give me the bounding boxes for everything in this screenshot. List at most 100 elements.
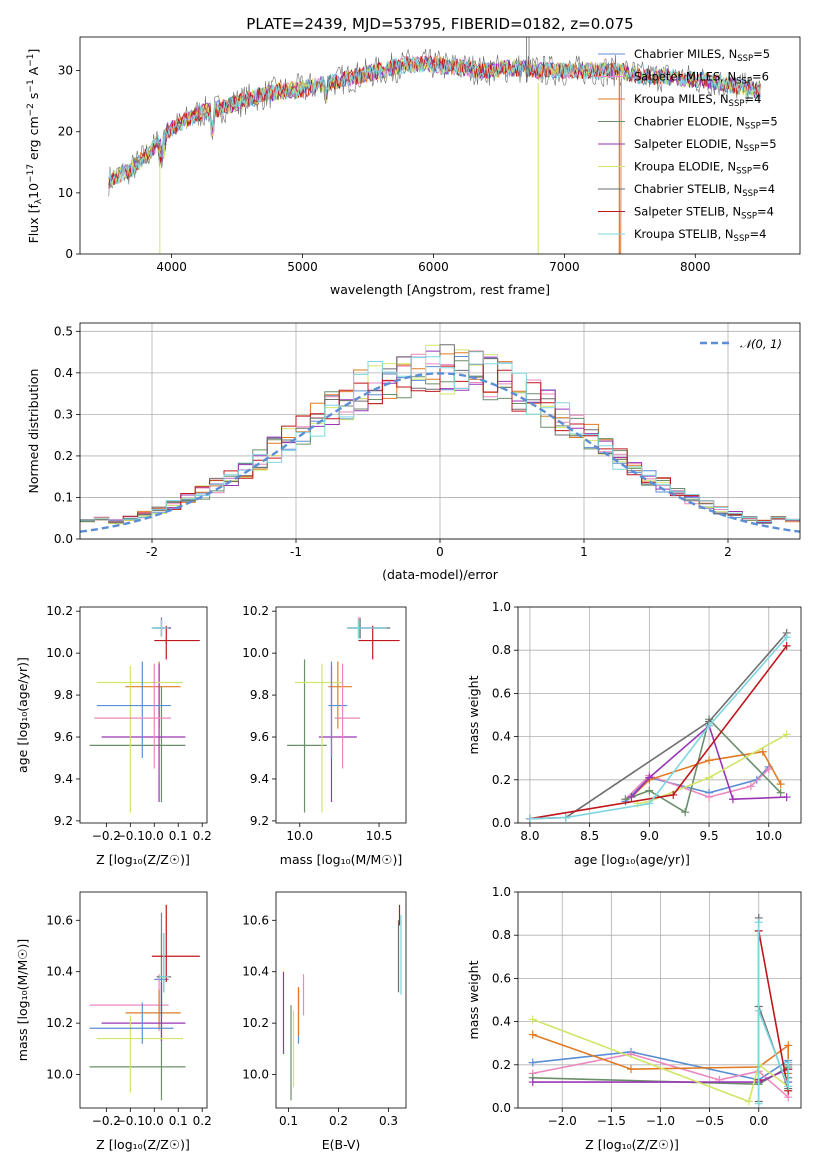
p3-x-tick-label: −0.1 [116,829,145,843]
p5-point-marker [758,747,767,756]
p6-x-tick-label: −0.2 [92,1114,121,1128]
residual-x-tick-label: 0 [436,545,444,559]
residual-panel: -2 -1 0 1 2 0.0 0.1 0.2 0.3 0.4 0.5 (data-model)/e… [26,322,801,582]
residual-histogram-series-8 [80,351,800,522]
spectrum-x-tick-label: 6000 [418,260,449,274]
p3-y-label: age [log₁₀(age/yr)] [15,657,30,773]
residual-y-tick-label: 0.5 [54,324,73,338]
p3-x-tick-label: 0.2 [193,829,212,843]
age-vs-mass-panel: 10.0 10.5 9.2 9.4 9.6 9.8 10.0 10.2 [242,604,407,843]
p8-point-marker [754,1099,763,1108]
residual-x-label: (data-model)/error [382,567,499,582]
p8-point-marker [754,918,763,927]
p6-x-tick-label: 0.1 [169,1114,188,1128]
spectrum-legend-entry: Salpeter ELODIE, NSSP=5 [634,137,777,154]
p5-series-1 [624,768,770,800]
residual-legend: 𝒩(0, 1) [700,337,782,351]
p5-series-5 [637,733,788,805]
residual-y-tick-label: 0.1 [54,490,73,504]
p8-series-7 [757,930,789,1091]
p8-y-label: mass weight [466,960,481,1039]
p5-point-marker [705,721,714,730]
p4-y-tick-label: 9.8 [250,688,269,702]
p5-x-tick-label: 9.0 [640,829,659,843]
residual-x-tick-label: 2 [724,545,732,559]
gaussian-curve [79,372,801,533]
p8-x-label: Z [log₁₀(Z/Z☉)] [585,1137,679,1152]
p5-y-tick-label: 0.4 [492,730,511,744]
p6-x-tick-label: 0.0 [145,1114,164,1128]
spectrum-x-tick-label: 4000 [156,260,187,274]
p5-x-tick-label: 9.5 [700,829,719,843]
p6-frame [79,891,208,1109]
p7-y-tick-label: 10.0 [242,1068,269,1082]
p4-y-tick-label: 9.6 [250,730,269,744]
p7-y-tick-label: 10.2 [242,1016,269,1030]
spectrum-series-1 [108,54,622,255]
spectrum-x-tick-label: 8000 [680,260,711,274]
p3-x-label: Z [log₁₀(Z/Z☉)] [96,852,190,867]
p5-point-marker [621,795,630,804]
spectrum-series-2 [108,55,622,255]
spectrum-x-label: wavelength [Angstrom, rest frame] [330,282,550,297]
p3-x-tick-label: 0.1 [169,829,188,843]
p8-y-tick-label: 1.0 [492,885,511,899]
spectrum-series-7 [108,55,761,186]
p5-y-tick-label: 0.8 [492,643,511,657]
p5-y-tick-label: 0.2 [492,773,511,787]
p5-point-marker [645,786,654,795]
residual-y-tick-label: 0.0 [54,532,73,546]
p5-point-marker [627,793,636,802]
spectrum-y-tick-label: 20 [58,125,73,139]
p5-point-marker [764,765,773,773]
p8-series-0 [532,1050,789,1081]
residual-x-tick-label: 1 [580,545,588,559]
p5-point-marker [669,790,678,799]
spectrum-title: PLATE=2439, MJD=53795, FIBERID=0182, z=0… [246,15,633,33]
p4-y-tick-label: 10.0 [242,646,269,660]
p7-x-tick-label: 0.2 [329,1114,348,1128]
p4-y-tick-label: 10.2 [242,604,269,618]
p5-y-tick-label: 1.0 [492,600,511,614]
spectrum-y-label: Flux [fλ10−17 erg cm−2 s−1 A−1] [26,49,44,244]
p5-point-marker [705,793,714,802]
p5-point-marker [645,773,654,782]
p5-series-0 [624,766,770,802]
p8-point-marker [784,1082,793,1091]
p5-point-marker [705,773,714,782]
p4-x-label: mass [log₁₀(M/M☉)] [280,852,402,867]
spectrum-series-8 [108,56,761,185]
spectrum-frame [79,36,801,255]
p8-point-marker [784,1041,793,1050]
p5-y-tick-label: 0.6 [492,686,511,700]
spectrum-legend: Chabrier MILES, NSSP=5 Salpeter MILES, NS… [598,47,778,244]
p5-point-marker [681,808,690,817]
p5-point-marker [705,756,714,765]
residual-x-tick-label: -2 [146,545,158,559]
p6-y-label: mass [log₁₀(M/M☉)] [15,939,30,1061]
weight-vs-age-panel: 8.0 8.5 9.0 9.5 10.0 0.0 0.2 0.4 0.6 0.8 1.0 [492,600,802,843]
p7-y-tick-label: 10.6 [242,913,269,927]
mass-vs-metallicity-panel: −0.2−0.1 0.0 0.1 0.2 10.0 10.2 10.4 10.6 [46,891,212,1128]
p8-y-tick-label: 0.0 [492,1101,511,1115]
spectrum-x-tick-label: 7000 [549,260,580,274]
p5-series-8 [529,636,788,820]
p3-y-tick-label: 9.4 [54,772,73,786]
spectrum-y-tick-label: 30 [58,64,73,78]
p8-point-marker [784,1058,793,1067]
p6-y-tick-label: 10.2 [46,1016,73,1030]
p5-point-marker [782,793,791,802]
p7-x-tick-label: 0.1 [279,1114,298,1128]
p7-y-tick-label: 10.4 [242,965,269,979]
p5-frame [517,606,802,824]
p5-point-marker [645,799,654,808]
p8-x-tick-label: −0.5 [695,1114,724,1128]
p5-point-marker [525,814,534,823]
p3-y-tick-label: 9.2 [54,814,73,828]
p8-point-marker [528,1078,537,1087]
p5-y-tick-label: 0.0 [492,816,511,830]
residual-y-tick-label: 0.3 [54,407,73,421]
residual-y-tick-label: 0.2 [54,449,73,463]
p6-x-tick-label: −0.1 [116,1114,145,1128]
p5-x-tick-label: 10.0 [755,829,782,843]
